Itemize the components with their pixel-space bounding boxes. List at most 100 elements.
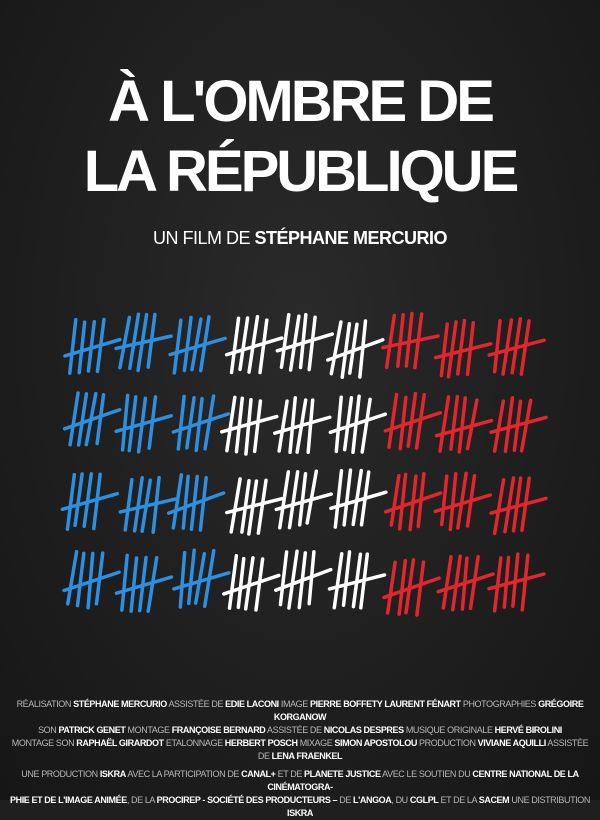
tally-group	[114, 393, 173, 454]
tally-mark	[501, 318, 514, 376]
tally-mark	[358, 319, 368, 379]
tally-group	[62, 550, 121, 610]
credit-name: SIMON APOSTOLOU	[334, 738, 417, 748]
tally-group	[171, 394, 231, 453]
tally-strike	[487, 338, 546, 357]
credit-role: IMAGE	[278, 699, 310, 709]
credit-role: PHOTOGRAPHIES	[460, 699, 539, 709]
tally-mark	[66, 550, 79, 606]
credit-role: ASSISTÉE DE	[265, 725, 324, 735]
tally-group	[274, 549, 333, 610]
credit-role: AVEC LE SOUTIEN DU	[380, 769, 473, 779]
tally-mark	[439, 474, 449, 527]
tally-mark	[178, 550, 187, 609]
credit-name: HERVÉ BIROLINI	[494, 725, 563, 735]
tally-mark	[279, 312, 291, 369]
tally-mark	[492, 319, 502, 374]
tally-mark	[441, 554, 453, 610]
tally-strike	[327, 573, 387, 591]
credit-name: PATRICK GENET	[58, 725, 126, 735]
tally-group	[114, 312, 173, 373]
tally-mark	[456, 471, 468, 530]
tally-strike	[383, 410, 443, 433]
tally-group	[489, 396, 548, 454]
tally-mark	[95, 392, 106, 446]
tally-group	[436, 554, 495, 612]
tally-group	[383, 471, 443, 532]
credit-name: STÉPHANE MERCURIO	[73, 699, 167, 709]
tally-mark	[398, 395, 408, 451]
tally-group	[326, 319, 385, 380]
tally-group	[168, 315, 227, 375]
tally-mark	[182, 315, 193, 373]
tally-strike	[275, 332, 335, 353]
tally-strike	[172, 571, 231, 591]
tally-mark	[342, 468, 353, 527]
credit-name: ISKRA	[286, 808, 313, 818]
tally-mark	[258, 318, 269, 375]
credit-name: ISKRA	[99, 769, 126, 779]
tally-mark	[288, 396, 298, 455]
tally-mark	[457, 396, 468, 454]
credits-block: RÉALISATION STÉPHANE MERCURIO ASSISTÉE D…	[5, 698, 595, 763]
credit-name: PROCIREP - SOCIÉTÉ DES PRODUCTEURS –	[156, 795, 338, 805]
tally-flag	[60, 311, 548, 617]
tally-mark	[118, 315, 132, 370]
tally-mark	[385, 560, 397, 615]
tally-mark	[127, 395, 138, 453]
tally-strike	[114, 334, 173, 351]
tally-mark	[298, 312, 308, 370]
tally-mark	[397, 558, 408, 616]
credit-name: PHIE ET DE L'IMAGE ANIMÉE	[10, 795, 127, 805]
tally-mark	[340, 321, 352, 380]
credit-role: ASSISTÉE DE	[257, 738, 589, 761]
tally-mark	[238, 316, 250, 372]
tally-mark	[76, 392, 89, 447]
tally-group	[328, 394, 388, 455]
tally-mark	[181, 474, 190, 530]
credit-role: UNE DISTRIBUTION	[509, 795, 590, 805]
credit-role: ASSISTÉE DE	[166, 699, 226, 709]
title-line-2: LA RÉPUBLIQUE	[83, 139, 520, 204]
tally-strike	[383, 491, 443, 514]
tally-strike	[166, 491, 226, 515]
tally-strike	[328, 412, 388, 435]
tally-mark	[519, 398, 533, 453]
tally-group	[274, 469, 334, 530]
tally-mark	[384, 313, 397, 370]
credit-name: PLANETE JUSTICE	[304, 769, 381, 779]
tally-strike	[222, 573, 281, 596]
tally-mark	[73, 472, 84, 528]
tally-mark	[128, 312, 141, 371]
tally-group	[327, 550, 387, 610]
production-block: UNE PRODUCTION ISKRA AVEC LA PARTICIPATI…	[5, 768, 595, 820]
tally-mark	[492, 556, 503, 613]
tally-mark	[247, 315, 260, 374]
tally-strike	[433, 342, 493, 360]
tally-mark	[92, 472, 102, 531]
tally-group	[118, 475, 178, 534]
subtitle-prefix: UN FILM DE	[152, 228, 251, 248]
tally-group	[114, 553, 174, 613]
tally-mark	[333, 469, 344, 529]
tally-mark	[348, 322, 359, 375]
tally-mark	[243, 556, 255, 611]
credits-line: MONTAGE SON RAPHAËL GIRARDOT ETALONNAGE …	[5, 737, 595, 763]
credit-role: , DE LA	[126, 795, 157, 805]
tally-mark	[305, 469, 319, 525]
credit-name: NICOLAS DESPRES	[323, 725, 404, 735]
tally-mark	[198, 475, 208, 532]
tally-strike	[382, 576, 441, 600]
tally-strike	[114, 414, 173, 434]
tally-mark	[306, 398, 315, 455]
tally-mark	[256, 478, 268, 535]
tally-group	[222, 553, 281, 612]
tally-mark	[82, 472, 94, 528]
tally-mark	[171, 473, 184, 530]
credit-role: ETALONNAGE	[163, 738, 225, 748]
tally-mark	[244, 398, 253, 456]
tally-mark	[176, 394, 186, 451]
tally-strike	[487, 572, 546, 591]
tally-group	[62, 391, 122, 447]
credit-role: UNE PRODUCTION	[21, 769, 100, 779]
